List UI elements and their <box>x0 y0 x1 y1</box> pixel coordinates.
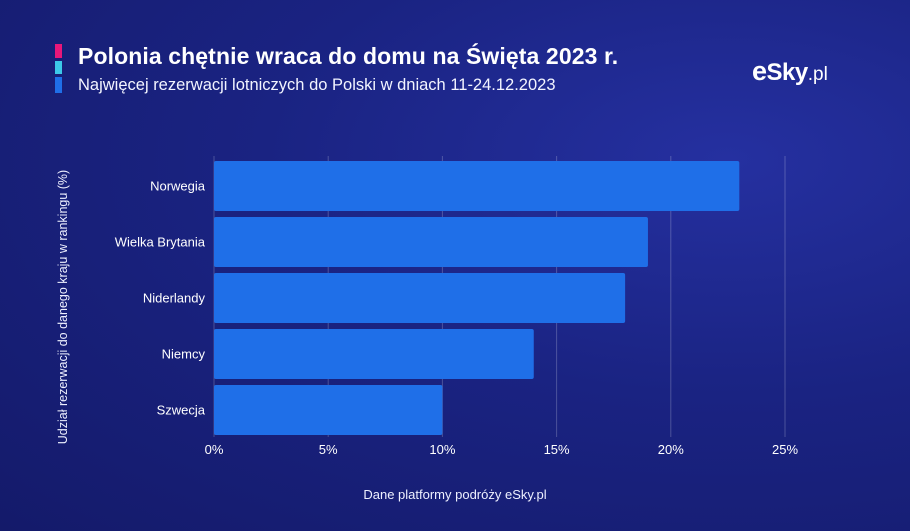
category-label-1: Wielka Brytania <box>115 235 206 250</box>
x-tick-label-3: 15% <box>544 442 570 457</box>
source-note: Dane platformy podróży eSky.pl <box>363 487 547 502</box>
y-axis-label: Udział rezerwacji do danego kraju w rank… <box>56 169 70 445</box>
accent-bar-cyan <box>55 61 62 74</box>
bar-2 <box>214 273 626 323</box>
esky-logo: eSky.pl <box>752 56 828 87</box>
x-tick-label-4: 20% <box>658 442 684 457</box>
bar-3 <box>214 329 534 379</box>
accent-bar-pink <box>55 44 62 58</box>
bar-4 <box>214 385 443 435</box>
logo-main: Sky <box>766 59 809 86</box>
category-label-0: Norwegia <box>150 179 206 194</box>
accent-bar-blue <box>55 77 62 93</box>
category-label-3: Niemcy <box>162 347 206 362</box>
page-title: Polonia chętnie wraca do domu na Święta … <box>78 43 619 69</box>
logo-e: e <box>752 56 767 86</box>
bar-0 <box>214 161 740 211</box>
x-tick-label-5: 25% <box>772 442 798 457</box>
category-label-2: Niderlandy <box>143 291 206 306</box>
logo-suffix: .pl <box>807 64 828 85</box>
page-subtitle: Najwięcej rezerwacji lotniczych do Polsk… <box>78 76 556 94</box>
x-tick-label-2: 10% <box>429 442 455 457</box>
category-label-4: Szwecja <box>157 403 206 418</box>
bar-1 <box>214 217 648 267</box>
x-tick-label-1: 5% <box>319 442 338 457</box>
x-tick-label-0: 0% <box>205 442 224 457</box>
